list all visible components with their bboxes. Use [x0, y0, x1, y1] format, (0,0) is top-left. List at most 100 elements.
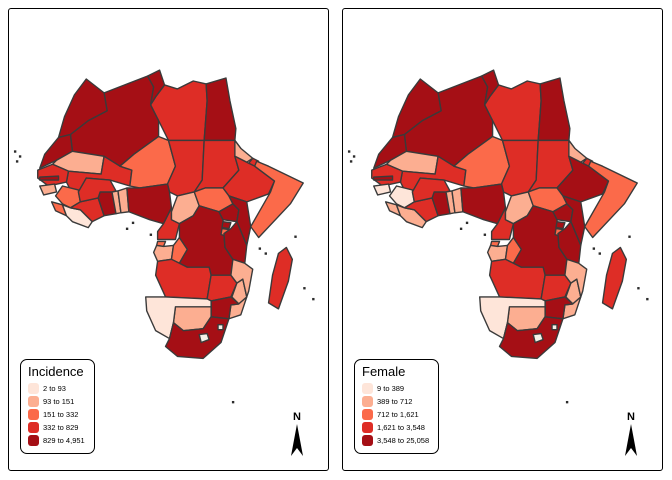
country-guinea-bissau — [373, 183, 392, 196]
legend-label: 829 to 4,951 — [43, 436, 85, 445]
legend-item: 2 to 93 — [28, 383, 85, 394]
country-namibia — [479, 296, 546, 340]
country-morocco — [57, 78, 108, 139]
country-rwanda — [221, 220, 232, 230]
country-madagascar — [601, 246, 628, 310]
legend-female: Female 9 to 389 389 to 712 712 to 1,621 … — [354, 358, 440, 454]
country-eritrea — [234, 139, 254, 163]
small-island-dot — [231, 400, 235, 404]
legend-item: 93 to 151 — [28, 396, 85, 407]
africa-choropleth-female — [347, 69, 649, 404]
country-kenya — [228, 195, 252, 247]
small-island-dot — [637, 287, 640, 290]
small-island-dot — [483, 233, 487, 236]
legend-label: 389 to 712 — [377, 397, 413, 406]
legend-swatch-2 — [362, 396, 373, 407]
north-arrow-icon — [625, 424, 637, 456]
legend-swatch-4 — [28, 422, 39, 433]
country-south-africa — [498, 316, 564, 360]
small-island-dot — [628, 235, 631, 238]
legend-incidence: Incidence 2 to 93 93 to 151 151 to 332 3… — [20, 358, 95, 454]
country-egypt — [537, 77, 571, 142]
small-island-dot — [303, 287, 306, 290]
country-tanzania — [223, 220, 248, 264]
small-island-dot — [312, 297, 315, 301]
small-island-dot — [598, 252, 601, 255]
legend-swatch-1 — [362, 383, 373, 394]
small-island-dot — [565, 400, 569, 404]
north-arrow-icon — [291, 424, 303, 456]
small-island-dot — [15, 160, 19, 163]
small-island-dot — [592, 247, 596, 250]
small-island-dot — [18, 155, 22, 158]
country-burkina-faso — [77, 177, 117, 203]
legend-title: Female — [362, 363, 406, 379]
country-gambia — [39, 175, 60, 181]
legend-item: 1,621 to 3,548 — [362, 422, 429, 433]
legend-swatch-2 — [28, 396, 39, 407]
country-tunisia — [147, 69, 166, 106]
country-gambia — [373, 175, 394, 181]
legend-swatch-1 — [28, 383, 39, 394]
small-island-dot — [264, 252, 267, 255]
legend-swatch-4 — [362, 422, 373, 433]
country-eswatini — [217, 324, 224, 331]
small-island-dot — [13, 150, 17, 153]
north-label: N — [627, 411, 635, 423]
country-kenya — [562, 195, 586, 247]
legend-swatch-3 — [362, 409, 373, 420]
country-tunisia — [481, 69, 500, 106]
small-island-dot — [258, 247, 262, 250]
small-island-dot — [125, 227, 129, 230]
legend-item: 9 to 389 — [362, 383, 429, 394]
small-island-dot — [352, 155, 356, 158]
small-island-dot — [465, 221, 469, 225]
country-tanzania — [557, 220, 582, 264]
legend-label: 9 to 389 — [377, 384, 405, 393]
legend-item: 151 to 332 — [28, 409, 85, 420]
country-burkina-faso — [411, 177, 451, 203]
legend-label: 712 to 1,621 — [377, 410, 419, 419]
country-nigeria — [126, 183, 173, 225]
legend-label: 3,548 to 25,058 — [377, 436, 430, 445]
africa-choropleth-incidence — [13, 69, 315, 404]
small-island-dot — [459, 227, 463, 230]
north-label: N — [293, 411, 301, 423]
legend-label: 93 to 151 — [43, 397, 75, 406]
legend-swatch-3 — [28, 409, 39, 420]
country-south-africa — [164, 316, 230, 360]
legend-label: 151 to 332 — [43, 410, 79, 419]
small-island-dot — [294, 235, 297, 238]
north-arrow: N — [290, 412, 304, 457]
legend-item: 829 to 4,951 — [28, 435, 85, 446]
country-madagascar — [267, 246, 294, 310]
legend-swatch-5 — [28, 435, 39, 446]
legend-label: 2 to 93 — [43, 384, 66, 393]
map-panel-female: Female 9 to 389 389 to 712 712 to 1,621 … — [342, 8, 663, 471]
north-arrow: N — [624, 412, 638, 457]
legend-item: 332 to 829 — [28, 422, 85, 433]
country-nigeria — [460, 183, 507, 225]
country-eritrea — [568, 139, 588, 163]
legend-swatch-5 — [362, 435, 373, 446]
country-egypt — [203, 77, 237, 142]
country-rwanda — [555, 220, 566, 230]
small-island-dot — [149, 233, 153, 236]
small-island-dot — [646, 297, 649, 301]
legend-item: 3,548 to 25,058 — [362, 435, 429, 446]
country-namibia — [145, 296, 212, 340]
country-morocco — [391, 78, 442, 139]
map-panel-incidence: Incidence 2 to 93 93 to 151 151 to 332 3… — [8, 8, 329, 471]
small-island-dot — [349, 160, 353, 163]
legend-label: 1,621 to 3,548 — [377, 423, 425, 432]
country-eswatini — [551, 324, 558, 331]
legend-title: Incidence — [28, 363, 84, 379]
legend-item: 389 to 712 — [362, 396, 429, 407]
country-lesotho — [198, 332, 210, 344]
country-lesotho — [532, 332, 544, 344]
small-island-dot — [347, 150, 351, 153]
legend-item: 712 to 1,621 — [362, 409, 429, 420]
small-island-dot — [131, 221, 135, 225]
country-guinea-bissau — [39, 183, 58, 196]
